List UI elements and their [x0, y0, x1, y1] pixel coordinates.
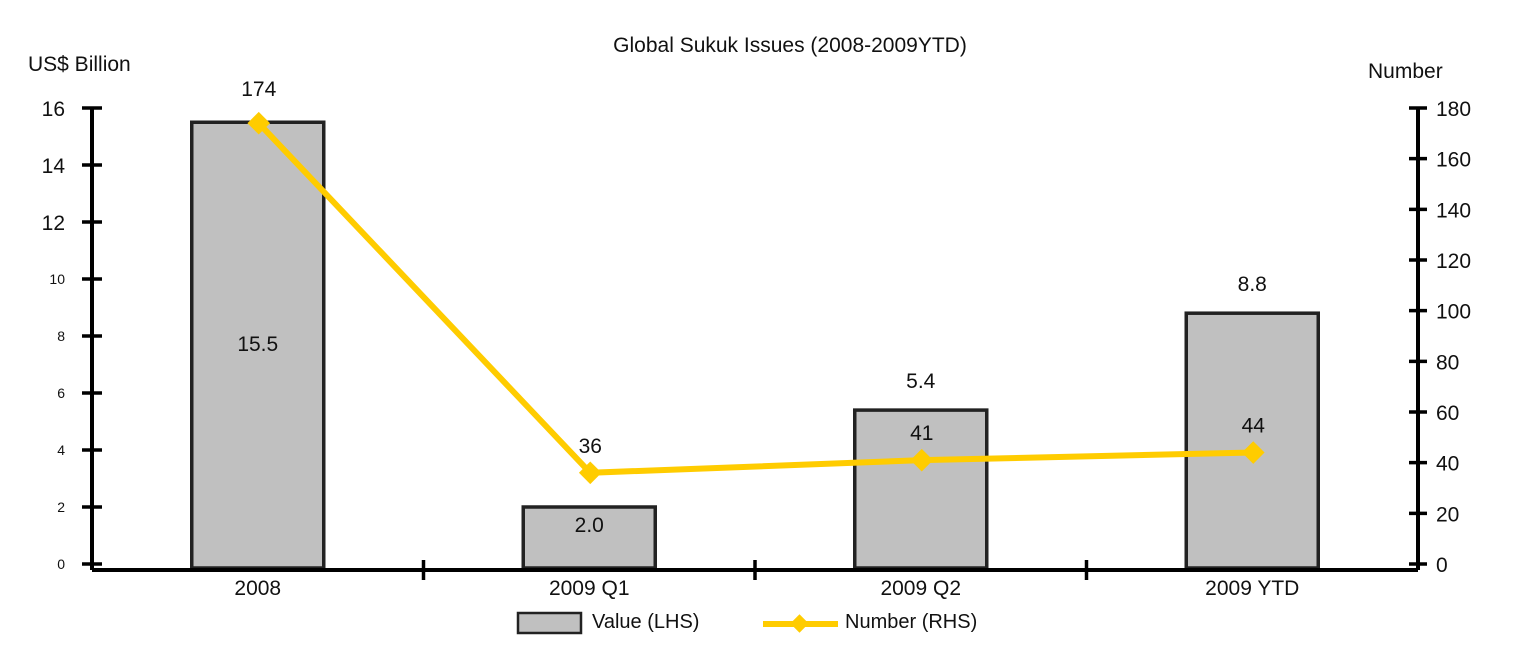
- right-tick-label: 160: [1436, 149, 1471, 172]
- legend-bar-swatch: [516, 611, 583, 635]
- line-value-label: 41: [910, 422, 933, 445]
- left-tick-label: 2: [57, 499, 65, 515]
- right-tick-label: 100: [1436, 301, 1471, 324]
- right-tick-label: 180: [1436, 98, 1471, 121]
- number-marker: [1241, 441, 1265, 464]
- right-tick-label: 20: [1436, 503, 1459, 526]
- right-tick-label: 120: [1436, 250, 1471, 273]
- legend-line-marker: [790, 614, 809, 633]
- bar: [1184, 311, 1320, 570]
- number-marker: [578, 461, 602, 485]
- left-tick-label: 16: [42, 98, 65, 121]
- x-tick-label: 2009 Q1: [549, 577, 630, 600]
- x-tick-label: 2009 Q2: [880, 577, 961, 600]
- legend-value-label: Value (LHS): [592, 611, 699, 633]
- right-tick-label: 60: [1436, 402, 1459, 425]
- bar-value-label: 5.4: [906, 370, 936, 393]
- right-tick-label: 40: [1436, 453, 1459, 476]
- x-tick-label: 2008: [234, 577, 281, 600]
- left-tick-label: 8: [57, 328, 65, 344]
- left-tick-label: 10: [49, 271, 65, 287]
- line-value-label: 174: [241, 78, 276, 101]
- legend-number-label: Number (RHS): [845, 611, 977, 633]
- bar-value-label: 8.8: [1238, 273, 1267, 296]
- line-value-label: 44: [1242, 415, 1266, 438]
- number-line: [256, 121, 1254, 476]
- right-tick-label: 80: [1436, 351, 1459, 374]
- bar-value-label: 15.5: [237, 333, 278, 356]
- left-tick-label: 14: [42, 155, 66, 178]
- left-tick-label: 4: [57, 442, 65, 458]
- right-tick-label: 0: [1436, 554, 1448, 577]
- right-axis-label: Number: [1368, 60, 1443, 83]
- left-tick-label: 12: [42, 212, 65, 235]
- legend: Value (LHS) Number (RHS): [516, 611, 977, 635]
- left-axis-label: US$ Billion: [28, 53, 131, 76]
- number-marker: [910, 448, 934, 472]
- right-tick-label: 140: [1436, 199, 1471, 222]
- chart-title: Global Sukuk Issues (2008-2009YTD): [613, 34, 967, 57]
- bar-value-label: 2.0: [575, 514, 604, 537]
- left-tick-label: 0: [57, 556, 65, 572]
- line-value-label: 36: [579, 435, 602, 458]
- bar: [190, 120, 326, 570]
- left-tick-label: 6: [57, 385, 65, 401]
- x-tick-label: 2009 YTD: [1205, 577, 1299, 600]
